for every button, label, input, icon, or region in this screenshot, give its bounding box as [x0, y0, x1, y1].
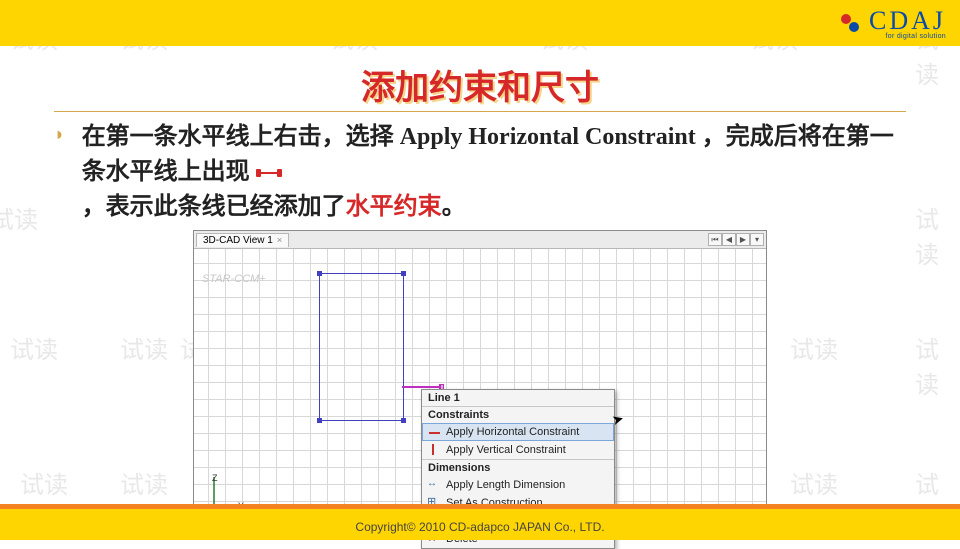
cad-tab[interactable]: 3D-CAD View 1 ×	[196, 233, 289, 247]
brand-logo: CDAJ for digital solution	[839, 6, 946, 40]
horizontal-icon	[429, 432, 440, 434]
menu-item-apply-vertical[interactable]: Apply Vertical Constraint	[422, 441, 614, 459]
text-fragment: ，表示此条线已经添加了	[82, 194, 346, 220]
tab-label: 3D-CAD View 1	[203, 235, 273, 246]
menu-section-constraints: Constraints	[422, 406, 614, 423]
length-icon: ↔	[427, 478, 440, 491]
header-bar: CDAJ for digital solution	[0, 0, 960, 46]
logo-icon	[839, 12, 861, 34]
menu-item-apply-length[interactable]: ↔ Apply Length Dimension	[422, 476, 614, 494]
nav-buttons: ⏮ ◀ ▶ ▾	[708, 233, 764, 246]
text-highlight: 水平约束	[346, 194, 442, 220]
bullet-icon: ◗	[54, 120, 82, 224]
horizontal-constraint-icon	[256, 166, 282, 180]
body-text: 在第一条水平线上右击，选择 Apply Horizontal Constrain…	[82, 120, 906, 224]
text-fragment: 。	[442, 194, 466, 220]
close-icon[interactable]: ×	[277, 235, 282, 245]
cad-window: 3D-CAD View 1 × ⏮ ◀ ▶ ▾ STAR-CCM+	[193, 230, 767, 520]
nav-next-icon[interactable]: ▶	[736, 233, 750, 246]
nav-prev-icon[interactable]: ◀	[722, 233, 736, 246]
cad-tab-bar: 3D-CAD View 1 × ⏮ ◀ ▶ ▾	[194, 231, 766, 249]
selected-line[interactable]	[402, 386, 442, 388]
cad-canvas[interactable]: STAR-CCM+ Z X Y X	[194, 249, 766, 519]
slide-content: 添加约束和尺寸 ◗ 在第一条水平线上右击，选择 Apply Horizontal…	[0, 46, 960, 504]
menu-item-apply-horizontal[interactable]: Apply Horizontal Constraint	[422, 423, 614, 441]
menu-item-label: Apply Horizontal Constraint	[446, 426, 579, 438]
text-bold: Apply Horizontal Constraint	[400, 124, 702, 150]
canvas-watermark: STAR-CCM+	[202, 273, 266, 285]
bullet-item: ◗ 在第一条水平线上右击，选择 Apply Horizontal Constra…	[54, 120, 906, 224]
logo-text: CDAJ	[869, 6, 946, 35]
axis-label-z: Z	[212, 473, 218, 483]
copyright-text: Copyright© 2010 CD-adapco JAPAN Co., LTD…	[355, 520, 604, 534]
sketch-rectangle[interactable]	[319, 273, 404, 421]
text-fragment: 在第一条水平线上右击，选择	[82, 124, 400, 150]
menu-section-dimensions: Dimensions	[422, 459, 614, 476]
slide-title: 添加约束和尺寸	[54, 60, 906, 112]
footer-bar: Copyright© 2010 CD-adapco JAPAN Co., LTD…	[0, 514, 960, 540]
menu-item-label: Apply Length Dimension	[446, 479, 565, 491]
nav-menu-icon[interactable]: ▾	[750, 233, 764, 246]
nav-first-icon[interactable]: ⏮	[708, 233, 722, 246]
menu-item-label: Apply Vertical Constraint	[446, 444, 566, 456]
vertical-icon	[432, 444, 434, 455]
menu-title: Line 1	[422, 390, 614, 406]
